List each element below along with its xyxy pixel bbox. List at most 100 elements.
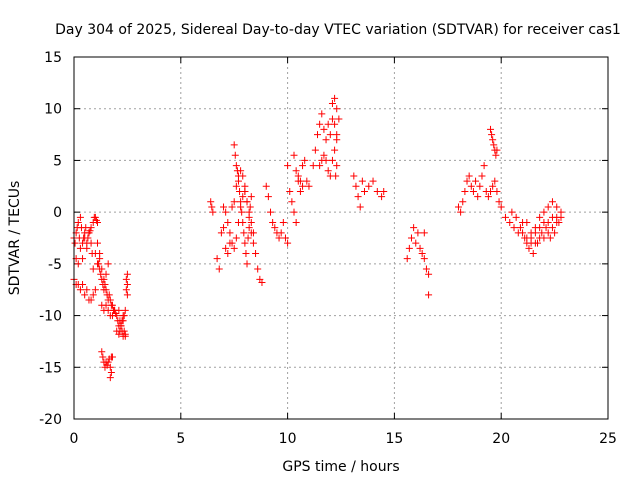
- data-point: [217, 229, 225, 237]
- data-point: [380, 187, 388, 195]
- data-point: [352, 182, 360, 190]
- data-point: [523, 239, 531, 247]
- data-point: [506, 218, 514, 226]
- data-point: [226, 229, 234, 237]
- data-point: [271, 224, 279, 232]
- data-point: [83, 286, 91, 294]
- data-point: [81, 234, 89, 242]
- data-point: [243, 198, 251, 206]
- data-point: [525, 244, 533, 252]
- data-point: [252, 250, 260, 258]
- data-point: [322, 136, 330, 144]
- data-point: [234, 177, 242, 185]
- data-point: [301, 156, 309, 164]
- data-point: [356, 203, 364, 211]
- data-point: [512, 213, 520, 221]
- data-point: [350, 172, 358, 180]
- data-point: [536, 234, 544, 242]
- data-point: [91, 286, 99, 294]
- data-point: [521, 234, 529, 242]
- data-point: [76, 244, 84, 252]
- data-point: [332, 172, 340, 180]
- data-point: [115, 306, 123, 314]
- data-point: [538, 229, 546, 237]
- data-point: [553, 203, 561, 211]
- data-point: [279, 218, 287, 226]
- data-point: [467, 182, 475, 190]
- data-point: [489, 182, 497, 190]
- data-point: [407, 234, 415, 242]
- data-point: [318, 110, 326, 118]
- data-point: [510, 224, 518, 232]
- data-point: [245, 208, 253, 216]
- data-point: [107, 368, 115, 376]
- data-point: [220, 224, 228, 232]
- x-axis-label: GPS time / hours: [282, 459, 399, 475]
- data-point: [476, 182, 484, 190]
- data-point: [292, 167, 300, 175]
- data-point: [93, 239, 101, 247]
- data-point: [354, 193, 362, 201]
- data-point: [548, 198, 556, 206]
- data-point: [249, 239, 257, 247]
- data-point: [258, 278, 266, 286]
- data-point: [546, 234, 554, 242]
- data-point: [493, 146, 501, 154]
- data-point: [480, 162, 488, 170]
- data-point: [224, 218, 232, 226]
- data-point: [328, 100, 336, 108]
- data-point: [523, 218, 531, 226]
- data-point: [333, 136, 341, 144]
- data-point: [324, 120, 332, 128]
- data-point: [284, 162, 292, 170]
- data-point: [230, 141, 238, 149]
- data-point: [213, 255, 221, 263]
- data-point: [101, 281, 109, 289]
- data-point: [239, 193, 247, 201]
- data-point: [244, 234, 252, 242]
- y-tick-label: -15: [39, 360, 62, 376]
- data-point: [243, 260, 251, 268]
- data-point: [93, 218, 101, 226]
- x-tick-label: 10: [279, 431, 297, 447]
- data-point: [208, 203, 216, 211]
- data-point: [242, 250, 250, 258]
- data-point: [115, 330, 123, 338]
- data-point: [489, 136, 497, 144]
- data-point: [540, 218, 548, 226]
- data-point: [331, 120, 339, 128]
- data-point: [290, 208, 298, 216]
- data-point: [238, 208, 246, 216]
- data-point: [487, 125, 495, 133]
- data-point: [493, 187, 501, 195]
- data-point: [232, 182, 240, 190]
- data-point: [487, 187, 495, 195]
- data-point: [316, 162, 324, 170]
- data-point: [457, 208, 465, 216]
- data-point: [299, 182, 307, 190]
- data-point: [120, 327, 128, 335]
- data-point: [237, 203, 245, 211]
- data-point: [292, 218, 300, 226]
- data-point: [269, 218, 277, 226]
- data-point: [360, 187, 368, 195]
- data-point: [247, 193, 255, 201]
- data-point: [326, 131, 334, 139]
- data-point: [416, 244, 424, 252]
- data-point: [247, 218, 255, 226]
- data-point: [303, 177, 311, 185]
- data-point: [123, 291, 131, 299]
- data-point: [76, 213, 84, 221]
- data-point: [286, 187, 294, 195]
- y-tick-label: -5: [48, 257, 62, 273]
- x-tick-label: 20: [492, 431, 510, 447]
- data-point: [231, 151, 239, 159]
- y-tick-label: 10: [44, 102, 62, 118]
- data-point: [548, 224, 556, 232]
- data-point: [106, 363, 114, 371]
- data-point: [465, 172, 473, 180]
- data-point: [89, 265, 97, 273]
- data-points: [70, 94, 565, 382]
- y-tick-label: 0: [53, 205, 62, 221]
